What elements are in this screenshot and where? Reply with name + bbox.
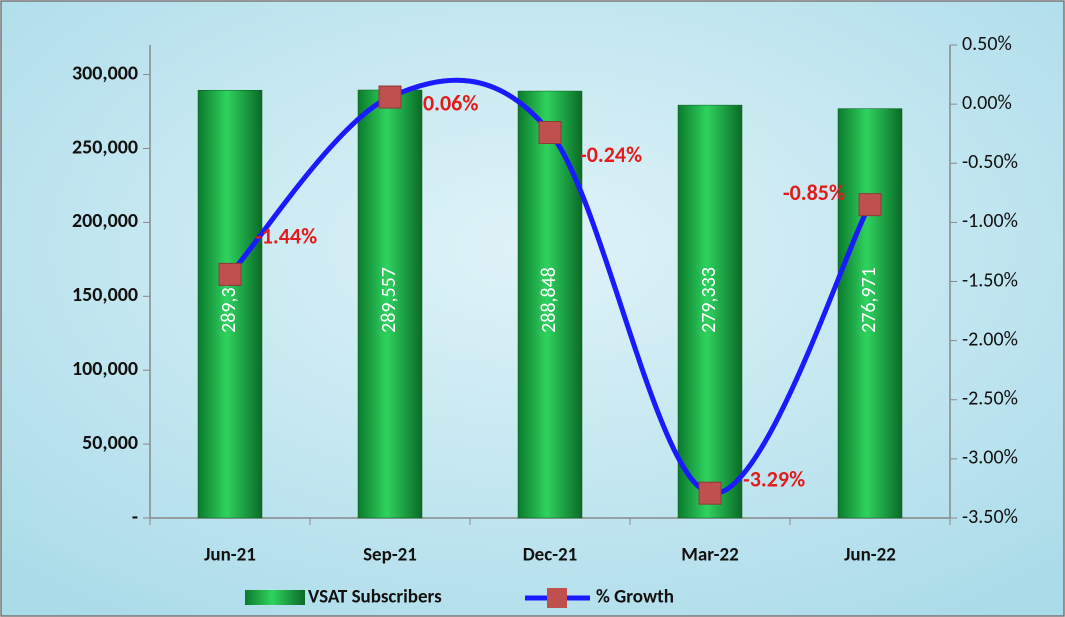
y2-tick-label: -3.50% [962,505,1018,529]
y2-tick-label: -2.00% [962,327,1018,351]
bar-value-label: 288,848 [537,267,561,333]
bar-value-label: 276,971 [857,267,881,333]
legend-swatch [547,588,567,608]
growth-value-label: -0.24% [580,141,642,168]
x-tick-label: Dec-21 [523,544,578,567]
y2-tick-label: -0.50% [962,150,1018,174]
y2-tick-label: -1.00% [962,209,1018,233]
growth-marker [378,85,402,109]
growth-marker [538,121,562,145]
y2-tick-label: 0.00% [962,91,1012,115]
growth-value-label: 0.06% [423,89,478,116]
y-tick-label: 300,000 [72,61,138,85]
y-tick-label: 200,000 [72,209,138,233]
bar [837,108,903,519]
growth-line [228,77,873,496]
x-tick-label: Mar-22 [681,544,738,567]
bar-value-label: 289,557 [377,267,401,333]
legend-swatch [245,590,305,605]
bar-value-label: 279,333 [697,267,721,333]
y-tick-label: - [132,505,138,529]
legend-label: VSAT Subscribers [308,586,442,609]
bar [357,89,423,519]
growth-marker [858,193,882,217]
x-tick-label: Jun-22 [844,544,896,567]
y2-tick-label: -1.50% [962,268,1018,292]
x-tick-label: Jun-21 [204,544,256,567]
legend-label: % Growth [596,586,674,609]
growth-marker [218,262,242,286]
x-tick-label: Sep-21 [363,544,417,567]
y-tick-label: 50,000 [82,431,138,455]
y-tick-label: 250,000 [72,135,138,159]
growth-value-label: -0.85% [783,179,845,206]
y-tick-label: 150,000 [72,283,138,307]
bar [677,104,743,519]
growth-value-label: -1.44% [255,223,317,250]
y2-tick-label: -2.50% [962,387,1018,411]
growth-value-label: -3.29% [743,465,805,492]
bar [197,89,263,519]
y-tick-label: 100,000 [72,357,138,381]
y2-tick-label: 0.50% [962,32,1012,56]
bar [517,90,583,519]
y2-tick-label: -3.00% [962,446,1018,470]
growth-marker [698,481,722,505]
